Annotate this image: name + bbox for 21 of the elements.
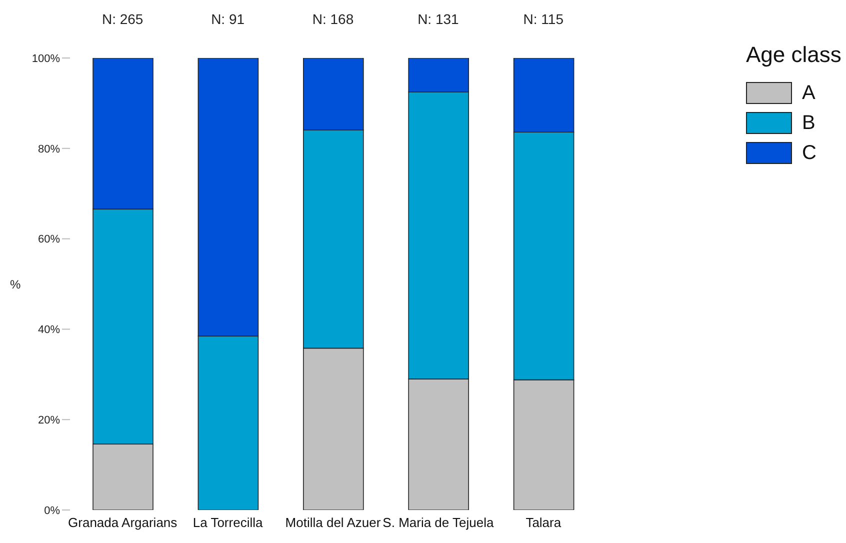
y-tick-label: 100% [32, 52, 60, 65]
annotation: N: 91 [211, 11, 245, 27]
annotation: N: 168 [312, 11, 354, 27]
x-tick-label: La Torrecilla [192, 515, 264, 530]
annotation: N: 265 [102, 11, 144, 27]
annotation: N: 115 [523, 11, 564, 27]
x-tick-label: S. Maria de Tejuela [382, 515, 494, 530]
y-tick-label: 20% [38, 414, 60, 427]
legend-label: C [802, 142, 816, 164]
legend-label: B [802, 112, 816, 134]
x-tick-label: Motilla del Azuer [285, 515, 382, 530]
legend-label: A [802, 82, 816, 104]
annotation: N: 131 [418, 11, 460, 27]
legend-title: Age class [746, 42, 842, 68]
y-tick-label: 40% [38, 324, 60, 336]
x-tick-label: Talara [526, 515, 562, 530]
y-tick-label: 0% [44, 504, 60, 517]
y-tick-label: 80% [38, 143, 60, 156]
x-tick-label: Granada Argarians [68, 515, 178, 530]
y-tick-label: 60% [38, 234, 60, 246]
y-axis-title: % [10, 277, 21, 292]
